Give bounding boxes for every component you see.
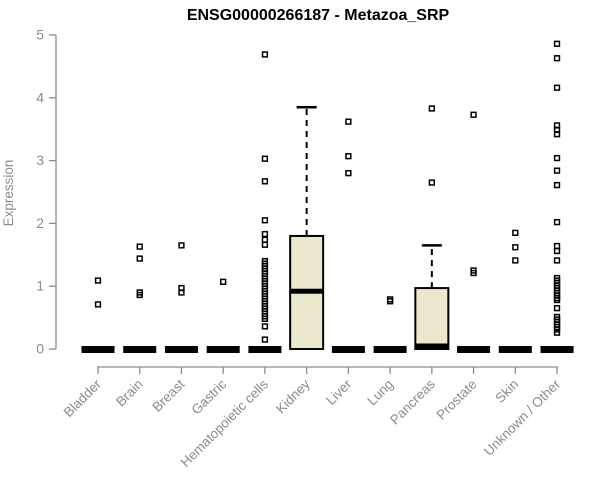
outlier-point bbox=[261, 315, 269, 323]
outlier-point bbox=[261, 217, 269, 224]
outlier-point bbox=[220, 278, 227, 285]
y-axis: 0 1 2 3 4 5 bbox=[36, 27, 57, 357]
box-breast bbox=[164, 242, 198, 353]
outlier-point bbox=[94, 277, 102, 284]
outlier-point bbox=[136, 255, 143, 262]
outlier-point bbox=[261, 236, 269, 243]
outlier-point bbox=[553, 242, 561, 250]
x-tick-label: Lung bbox=[364, 377, 396, 409]
outlier-point bbox=[553, 329, 561, 336]
outlier-point bbox=[261, 178, 269, 185]
outlier-point bbox=[553, 154, 561, 162]
outlier-point bbox=[428, 179, 435, 186]
outlier-point bbox=[94, 301, 102, 308]
outlier-point bbox=[553, 84, 561, 91]
outlier-point bbox=[470, 111, 477, 118]
y-tick-label: 0 bbox=[36, 341, 44, 357]
x-tick-label: Pancreas bbox=[387, 376, 438, 427]
x-tick-label: Gastric bbox=[188, 376, 229, 417]
outlier-point bbox=[386, 298, 394, 305]
x-tick-label: Skin bbox=[492, 377, 521, 406]
outlier-point bbox=[428, 105, 435, 112]
outlier-point bbox=[553, 257, 561, 264]
x-tick-label: Unknown / Other bbox=[481, 376, 564, 459]
outlier-point bbox=[512, 244, 519, 251]
y-tick-label: 1 bbox=[36, 278, 44, 294]
outlier-point bbox=[345, 170, 352, 177]
outlier-point bbox=[512, 257, 519, 264]
outlier-point bbox=[512, 229, 519, 236]
box-pancreas bbox=[414, 105, 450, 351]
x-tick-label: Breast bbox=[149, 376, 187, 414]
outlier-point bbox=[553, 167, 561, 174]
outlier-point bbox=[261, 323, 269, 330]
outlier-point bbox=[553, 131, 561, 138]
x-tick-label: Kidney bbox=[273, 376, 313, 416]
y-tick-label: 2 bbox=[36, 215, 44, 231]
box-prostate bbox=[457, 111, 491, 353]
outlier-point bbox=[261, 51, 269, 58]
outlier-point bbox=[345, 153, 352, 160]
x-tick-label: Bladder bbox=[61, 376, 105, 420]
y-tick-label: 3 bbox=[36, 152, 44, 168]
outlier-point bbox=[553, 305, 561, 312]
x-tick-label: Liver bbox=[323, 376, 355, 408]
outlier-point bbox=[553, 218, 561, 226]
outlier-point bbox=[261, 241, 269, 248]
outlier-point bbox=[553, 40, 561, 47]
y-tick-label: 5 bbox=[36, 27, 44, 43]
outlier-point bbox=[553, 296, 561, 304]
box-bladder bbox=[81, 277, 115, 353]
outlier-point bbox=[136, 291, 143, 299]
box-liver bbox=[331, 118, 365, 353]
chart-title: ENSG00000266187 - Metazoa_SRP bbox=[186, 7, 450, 24]
box-gastric bbox=[206, 278, 240, 353]
outlier-point bbox=[470, 269, 477, 277]
outlier-point bbox=[178, 289, 185, 296]
box-brain bbox=[123, 243, 157, 353]
outlier-point bbox=[261, 230, 269, 238]
box-skin bbox=[498, 229, 532, 353]
outlier-point bbox=[136, 243, 143, 250]
outlier-point bbox=[261, 155, 269, 162]
box-hematopoietic-cells bbox=[248, 51, 282, 353]
outlier-point bbox=[553, 55, 561, 62]
outlier-point bbox=[178, 242, 185, 249]
box-unknown-other bbox=[540, 40, 574, 353]
x-tick-label: Prostate bbox=[434, 377, 480, 423]
x-tick-label: Brain bbox=[113, 377, 146, 410]
outlier-point bbox=[553, 181, 561, 189]
outlier-point bbox=[345, 118, 352, 125]
box-lung bbox=[373, 296, 407, 353]
outlier-point bbox=[553, 247, 561, 255]
y-tick-label: 4 bbox=[36, 89, 44, 105]
outlier-point bbox=[261, 336, 269, 343]
box-kidney bbox=[289, 105, 325, 351]
